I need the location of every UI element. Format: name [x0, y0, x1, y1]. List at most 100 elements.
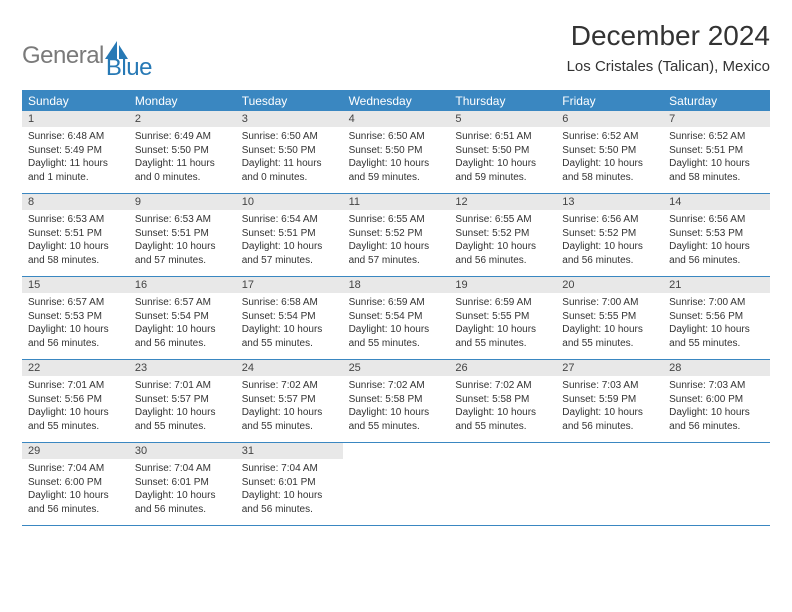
day-cell: 22Sunrise: 7:01 AMSunset: 5:56 PMDayligh…: [22, 360, 129, 442]
sunset-line: Sunset: 5:54 PM: [135, 310, 230, 324]
sunrise-line: Sunrise: 7:02 AM: [242, 379, 337, 393]
sunset-line: Sunset: 5:56 PM: [669, 310, 764, 324]
day-cell: 5Sunrise: 6:51 AMSunset: 5:50 PMDaylight…: [449, 111, 556, 193]
day-body: Sunrise: 7:03 AMSunset: 5:59 PMDaylight:…: [556, 376, 663, 439]
sunset-line: Sunset: 5:52 PM: [562, 227, 657, 241]
sunrise-line: Sunrise: 6:52 AM: [669, 130, 764, 144]
sunrise-line: Sunrise: 6:52 AM: [562, 130, 657, 144]
header: General Blue December 2024 Los Cristales…: [22, 20, 770, 82]
daylight-line: Daylight: 10 hours and 56 minutes.: [135, 323, 230, 350]
sunrise-line: Sunrise: 7:02 AM: [349, 379, 444, 393]
day-cell: 13Sunrise: 6:56 AMSunset: 5:52 PMDayligh…: [556, 194, 663, 276]
sunset-line: Sunset: 5:51 PM: [242, 227, 337, 241]
day-number: 6: [556, 111, 663, 127]
day-number: 16: [129, 277, 236, 293]
day-cell: 2Sunrise: 6:49 AMSunset: 5:50 PMDaylight…: [129, 111, 236, 193]
day-body: Sunrise: 7:04 AMSunset: 6:00 PMDaylight:…: [22, 459, 129, 522]
sunrise-line: Sunrise: 6:51 AM: [455, 130, 550, 144]
day-number: 4: [343, 111, 450, 127]
day-body: Sunrise: 6:51 AMSunset: 5:50 PMDaylight:…: [449, 127, 556, 190]
sunrise-line: Sunrise: 6:57 AM: [28, 296, 123, 310]
day-body: Sunrise: 7:02 AMSunset: 5:58 PMDaylight:…: [343, 376, 450, 439]
daylight-line: Daylight: 10 hours and 55 minutes.: [455, 406, 550, 433]
day-cell: 24Sunrise: 7:02 AMSunset: 5:57 PMDayligh…: [236, 360, 343, 442]
sunrise-line: Sunrise: 6:53 AM: [135, 213, 230, 227]
sunset-line: Sunset: 5:50 PM: [562, 144, 657, 158]
day-cell: 31Sunrise: 7:04 AMSunset: 6:01 PMDayligh…: [236, 443, 343, 525]
logo-text-blue: Blue: [106, 54, 152, 82]
day-number: 9: [129, 194, 236, 210]
day-header: Tuesday: [236, 91, 343, 111]
day-body: Sunrise: 6:50 AMSunset: 5:50 PMDaylight:…: [236, 127, 343, 190]
daylight-line: Daylight: 10 hours and 55 minutes.: [455, 323, 550, 350]
day-number: 8: [22, 194, 129, 210]
sunset-line: Sunset: 5:50 PM: [135, 144, 230, 158]
day-header: Wednesday: [343, 91, 450, 111]
daylight-line: Daylight: 11 hours and 1 minute.: [28, 157, 123, 184]
sunset-line: Sunset: 6:01 PM: [242, 476, 337, 490]
day-body: Sunrise: 7:00 AMSunset: 5:56 PMDaylight:…: [663, 293, 770, 356]
daylight-line: Daylight: 10 hours and 56 minutes.: [135, 489, 230, 516]
daylight-line: Daylight: 10 hours and 55 minutes.: [135, 406, 230, 433]
day-body: Sunrise: 6:57 AMSunset: 5:53 PMDaylight:…: [22, 293, 129, 356]
sunset-line: Sunset: 5:57 PM: [135, 393, 230, 407]
day-number: 30: [129, 443, 236, 459]
sunrise-line: Sunrise: 6:59 AM: [349, 296, 444, 310]
day-number: 19: [449, 277, 556, 293]
day-cell: 17Sunrise: 6:58 AMSunset: 5:54 PMDayligh…: [236, 277, 343, 359]
day-cell: 14Sunrise: 6:56 AMSunset: 5:53 PMDayligh…: [663, 194, 770, 276]
day-body: Sunrise: 7:04 AMSunset: 6:01 PMDaylight:…: [236, 459, 343, 522]
day-headers: SundayMondayTuesdayWednesdayThursdayFrid…: [22, 91, 770, 111]
sunset-line: Sunset: 5:58 PM: [455, 393, 550, 407]
day-body: Sunrise: 6:56 AMSunset: 5:53 PMDaylight:…: [663, 210, 770, 273]
day-number: 31: [236, 443, 343, 459]
day-number: 7: [663, 111, 770, 127]
day-body: Sunrise: 7:02 AMSunset: 5:57 PMDaylight:…: [236, 376, 343, 439]
day-number: 3: [236, 111, 343, 127]
day-number: 2: [129, 111, 236, 127]
sunset-line: Sunset: 5:52 PM: [349, 227, 444, 241]
day-number: 12: [449, 194, 556, 210]
day-number: 25: [343, 360, 450, 376]
sunrise-line: Sunrise: 6:50 AM: [349, 130, 444, 144]
sunset-line: Sunset: 5:51 PM: [135, 227, 230, 241]
daylight-line: Daylight: 10 hours and 56 minutes.: [28, 489, 123, 516]
daylight-line: Daylight: 10 hours and 57 minutes.: [135, 240, 230, 267]
sunset-line: Sunset: 5:50 PM: [242, 144, 337, 158]
sunrise-line: Sunrise: 6:55 AM: [349, 213, 444, 227]
day-body: Sunrise: 6:52 AMSunset: 5:50 PMDaylight:…: [556, 127, 663, 190]
daylight-line: Daylight: 11 hours and 0 minutes.: [135, 157, 230, 184]
daylight-line: Daylight: 10 hours and 56 minutes.: [242, 489, 337, 516]
daylight-line: Daylight: 10 hours and 55 minutes.: [562, 323, 657, 350]
day-number: 27: [556, 360, 663, 376]
day-number: 5: [449, 111, 556, 127]
sunset-line: Sunset: 5:59 PM: [562, 393, 657, 407]
week-row: 22Sunrise: 7:01 AMSunset: 5:56 PMDayligh…: [22, 360, 770, 443]
sunset-line: Sunset: 5:51 PM: [669, 144, 764, 158]
sunset-line: Sunset: 5:50 PM: [349, 144, 444, 158]
month-title: December 2024: [567, 20, 770, 52]
sunrise-line: Sunrise: 6:59 AM: [455, 296, 550, 310]
sunrise-line: Sunrise: 6:58 AM: [242, 296, 337, 310]
day-cell: 16Sunrise: 6:57 AMSunset: 5:54 PMDayligh…: [129, 277, 236, 359]
daylight-line: Daylight: 10 hours and 56 minutes.: [669, 240, 764, 267]
day-header: Monday: [129, 91, 236, 111]
day-cell: 6Sunrise: 6:52 AMSunset: 5:50 PMDaylight…: [556, 111, 663, 193]
sunset-line: Sunset: 5:54 PM: [242, 310, 337, 324]
sunrise-line: Sunrise: 7:04 AM: [135, 462, 230, 476]
day-body: Sunrise: 6:59 AMSunset: 5:54 PMDaylight:…: [343, 293, 450, 356]
daylight-line: Daylight: 10 hours and 59 minutes.: [349, 157, 444, 184]
calendar: SundayMondayTuesdayWednesdayThursdayFrid…: [22, 90, 770, 526]
sunrise-line: Sunrise: 7:04 AM: [28, 462, 123, 476]
week-row: 8Sunrise: 6:53 AMSunset: 5:51 PMDaylight…: [22, 194, 770, 277]
day-cell: 26Sunrise: 7:02 AMSunset: 5:58 PMDayligh…: [449, 360, 556, 442]
day-cell: [343, 443, 450, 525]
day-number: 23: [129, 360, 236, 376]
day-body: Sunrise: 6:48 AMSunset: 5:49 PMDaylight:…: [22, 127, 129, 190]
sunset-line: Sunset: 5:54 PM: [349, 310, 444, 324]
daylight-line: Daylight: 10 hours and 56 minutes.: [669, 406, 764, 433]
day-cell: 29Sunrise: 7:04 AMSunset: 6:00 PMDayligh…: [22, 443, 129, 525]
sunset-line: Sunset: 5:55 PM: [455, 310, 550, 324]
daylight-line: Daylight: 10 hours and 58 minutes.: [669, 157, 764, 184]
day-body: Sunrise: 7:01 AMSunset: 5:57 PMDaylight:…: [129, 376, 236, 439]
